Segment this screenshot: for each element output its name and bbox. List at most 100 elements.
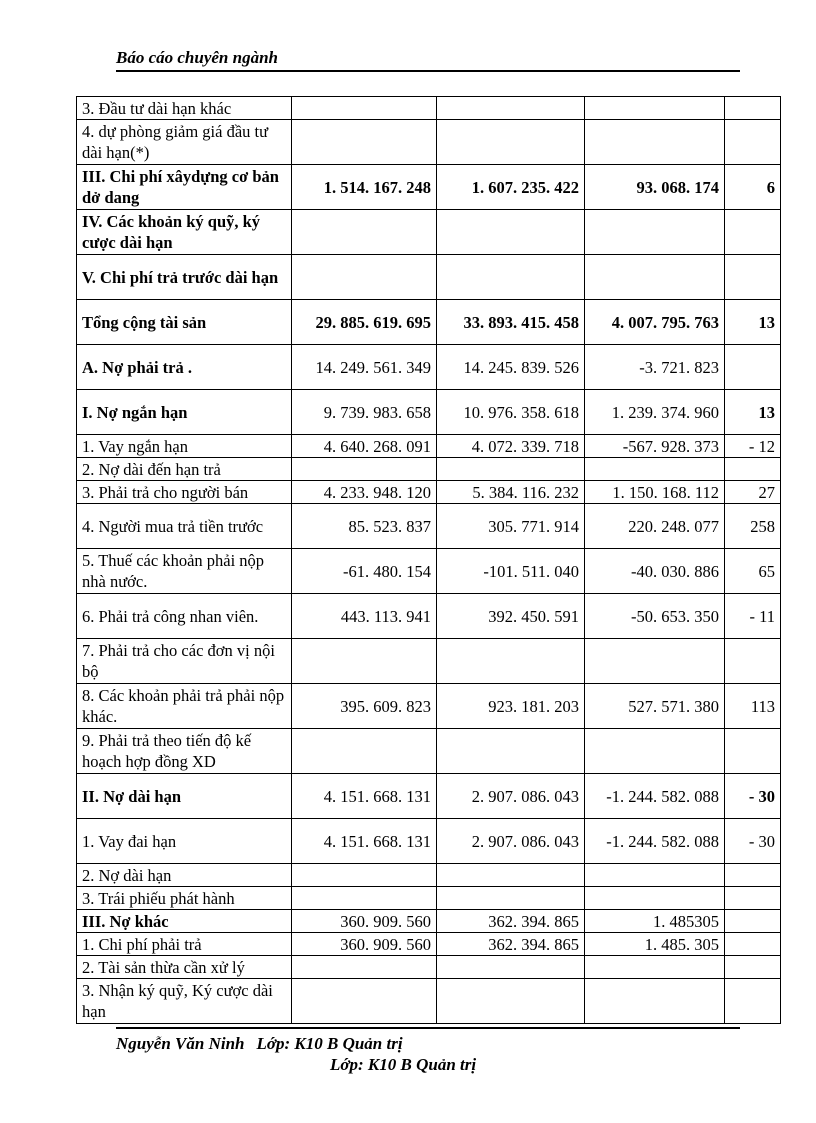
row-label: IV. Các khoản ký quỹ, ký cược dài hạn xyxy=(76,209,292,255)
value-text: 527. 571. 380 xyxy=(628,696,719,716)
value-cell xyxy=(436,209,585,255)
value-text: 2. 907. 086. 043 xyxy=(471,831,579,851)
value-text: 362. 394. 865 xyxy=(488,934,579,954)
row-label: 6. Phải trả công nhan viên. xyxy=(76,593,292,639)
table-row: 2. Tài sản thừa cần xử lý xyxy=(76,955,781,979)
value-cell: -50. 653. 350 xyxy=(584,593,725,639)
table-row: 3. Trái phiếu phát hành xyxy=(76,886,781,910)
table-row: III. Chi phí xâydựng cơ bản dở dang 1. 51… xyxy=(76,164,781,210)
value-text: 1. 239. 374. 960 xyxy=(611,402,719,422)
value-cell xyxy=(724,344,781,390)
value-cell: 4. 151. 668. 131 xyxy=(291,818,437,864)
row-label-text: V. Chi phí trả trước dài hạn xyxy=(82,267,279,287)
value-cell xyxy=(724,728,781,774)
value-text: -50. 653. 350 xyxy=(631,606,719,626)
value-cell xyxy=(436,863,585,887)
value-text: 4. 007. 795. 763 xyxy=(611,312,719,332)
value-cell: 5. 384. 116. 232 xyxy=(436,480,585,504)
value-text: 4. 640. 268. 091 xyxy=(323,436,431,456)
table-row: 6. Phải trả công nhan viên. 443. 113. 941… xyxy=(76,593,781,639)
value-cell xyxy=(291,209,437,255)
value-cell xyxy=(724,978,781,1024)
value-cell xyxy=(724,457,781,481)
table-row: 1. Vay ngắn hạn 4. 640. 268. 091 4. 072. 3… xyxy=(76,434,781,458)
value-text: 360. 909. 560 xyxy=(340,934,431,954)
page-header-title: Báo cáo chuyên ngành xyxy=(116,48,278,67)
footer-line-2: Lớp: K10 B Quản trị xyxy=(330,1055,477,1074)
table-row: III. Nợ khác 360. 909. 560 362. 394. 865 1.… xyxy=(76,909,781,933)
value-cell: 258 xyxy=(724,503,781,549)
row-label: III. Chi phí xâydựng cơ bản dở dang xyxy=(76,164,292,210)
value-text: -1. 244. 582. 088 xyxy=(606,831,719,851)
value-text: 2. 907. 086. 043 xyxy=(471,786,579,806)
value-cell: - 12 xyxy=(724,434,781,458)
row-label: 7. Phải trả cho các đơn vị nội bộ xyxy=(76,638,292,684)
footer-line-1: Nguyễn Văn Ninh Lớp: K10 B Quản trị xyxy=(116,1034,403,1054)
row-label-text: 1. Chi phí phải trả xyxy=(82,934,202,954)
value-text: 14. 245. 839. 526 xyxy=(463,357,580,377)
value-cell: 14. 245. 839. 526 xyxy=(436,344,585,390)
value-cell: 392. 450. 591 xyxy=(436,593,585,639)
value-cell: 360. 909. 560 xyxy=(291,932,437,956)
row-label: 1. Vay ngắn hạn xyxy=(76,434,292,458)
value-cell xyxy=(436,728,585,774)
value-text: -101. 511. 040 xyxy=(483,561,579,581)
value-text: 6 xyxy=(766,177,775,197)
value-text: 4. 151. 668. 131 xyxy=(323,786,431,806)
value-cell xyxy=(436,96,585,120)
value-cell xyxy=(436,886,585,910)
value-cell: 1. 485. 305 xyxy=(584,932,725,956)
value-cell: - 11 xyxy=(724,593,781,639)
row-label: 4. Người mua trả tiền trước xyxy=(76,503,292,549)
row-label-text: III. Chi phí xâydựng cơ bản dở dang xyxy=(82,167,279,207)
value-cell: 93. 068. 174 xyxy=(584,164,725,210)
value-cell: - 30 xyxy=(724,773,781,819)
row-label: 2. Tài sản thừa cần xử lý xyxy=(76,955,292,979)
value-cell: -567. 928. 373 xyxy=(584,434,725,458)
value-text: 13 xyxy=(758,312,776,332)
row-label: II. Nợ dài hạn xyxy=(76,773,292,819)
value-cell: 27 xyxy=(724,480,781,504)
value-cell xyxy=(436,457,585,481)
value-cell: 220. 248. 077 xyxy=(584,503,725,549)
table-row: IV. Các khoản ký quỹ, ký cược dài hạn xyxy=(76,209,781,255)
value-cell xyxy=(584,863,725,887)
value-cell xyxy=(291,638,437,684)
value-text: 4. 072. 339. 718 xyxy=(471,436,579,456)
row-label: 8. Các khoản phải trả phải nộp khác. xyxy=(76,683,292,729)
value-text: 93. 068. 174 xyxy=(636,177,720,197)
class-label: Lớp: K10 B Quản trị xyxy=(256,1034,403,1053)
table-row: 2. Nợ dài đến hạn trả xyxy=(76,457,781,481)
value-cell: 2. 907. 086. 043 xyxy=(436,818,585,864)
row-label-text: II. Nợ dài hạn xyxy=(82,786,182,806)
value-text: 65 xyxy=(758,561,776,581)
value-text: 360. 909. 560 xyxy=(340,911,431,931)
table-row: 3. Phải trả cho người bán 4. 233. 948. 12… xyxy=(76,480,781,504)
value-text: 113 xyxy=(750,696,775,716)
table-row: 1. Vay đai hạn 4. 151. 668. 131 2. 907. 08… xyxy=(76,818,781,864)
value-cell xyxy=(291,978,437,1024)
value-cell: 113 xyxy=(724,683,781,729)
value-text: 13 xyxy=(758,402,776,422)
row-label-text: 3. Đầu tư dài hạn khác xyxy=(82,98,232,118)
value-text: 1. 514. 167. 248 xyxy=(323,177,431,197)
value-cell xyxy=(436,119,585,165)
table-row: 9. Phải trả theo tiến độ kế hoạch hợp đồ… xyxy=(76,728,781,774)
row-label: 5. Thuế các khoản phải nộp nhà nước. xyxy=(76,548,292,594)
row-label-text: 5. Thuế các khoản phải nộp nhà nước. xyxy=(82,551,265,591)
value-cell: 527. 571. 380 xyxy=(584,683,725,729)
value-text: 392. 450. 591 xyxy=(488,606,579,626)
value-cell: - 30 xyxy=(724,818,781,864)
value-text: 4. 233. 948. 120 xyxy=(323,482,431,502)
row-label: III. Nợ khác xyxy=(76,909,292,933)
value-cell: 443. 113. 941 xyxy=(291,593,437,639)
row-label-text: IV. Các khoản ký quỹ, ký cược dài hạn xyxy=(82,212,261,252)
value-cell xyxy=(724,909,781,933)
row-label: 3. Trái phiếu phát hành xyxy=(76,886,292,910)
row-label: 1. Vay đai hạn xyxy=(76,818,292,864)
value-text: 258 xyxy=(750,516,775,536)
value-cell xyxy=(584,978,725,1024)
value-text: 33. 893. 415. 458 xyxy=(463,312,580,332)
value-cell xyxy=(291,728,437,774)
balance-sheet-table: 3. Đầu tư dài hạn khác 4. dự phòng giảm g… xyxy=(76,96,781,1024)
